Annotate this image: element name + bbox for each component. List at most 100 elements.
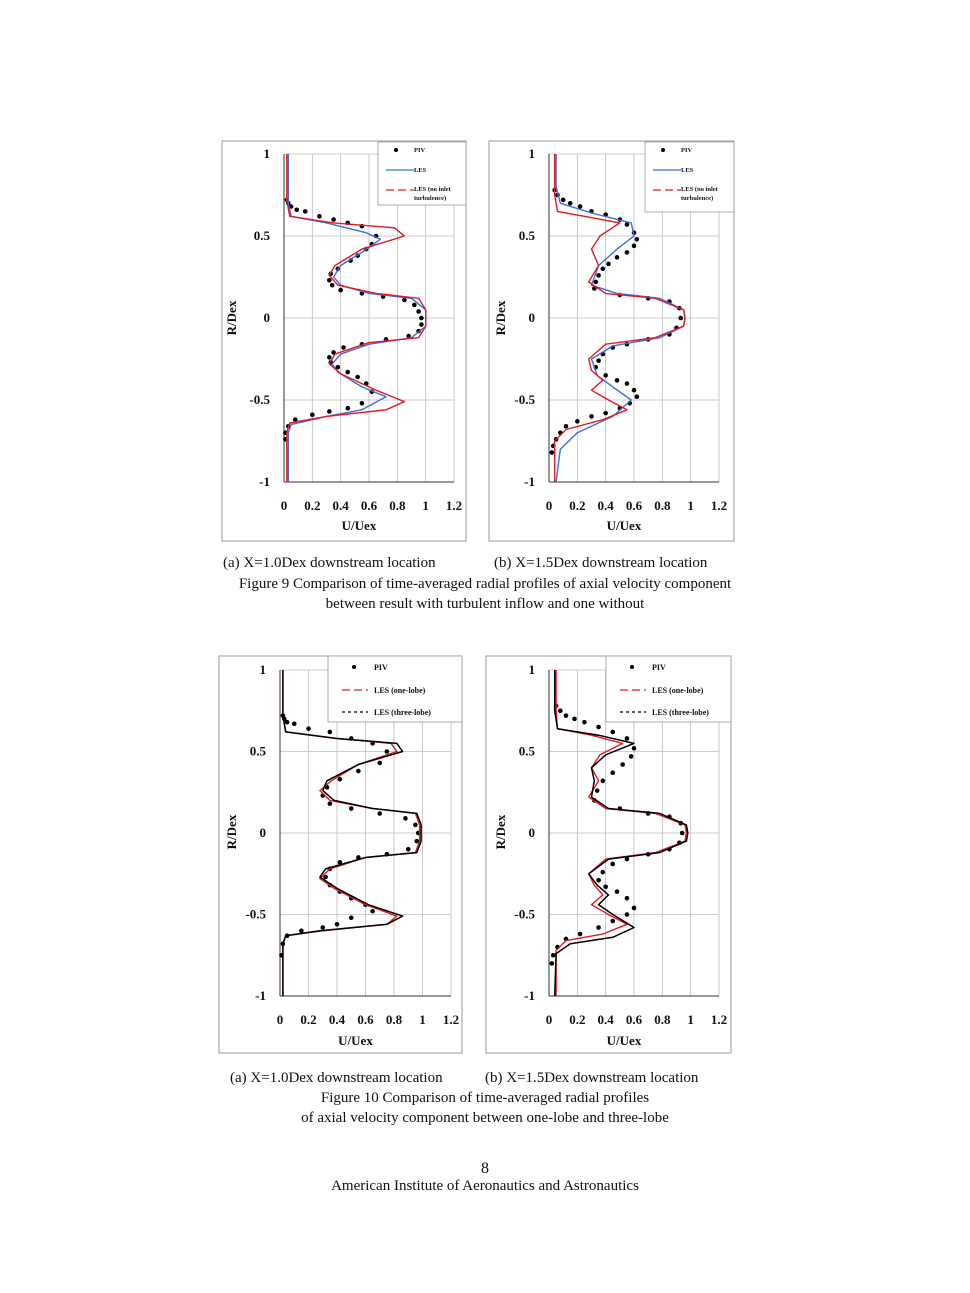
- piv-data-point: [291, 721, 297, 727]
- piv-data-point: [634, 394, 640, 400]
- piv-data-point: [412, 302, 417, 308]
- piv-data-point: [596, 358, 601, 363]
- piv-data-point: [416, 309, 421, 314]
- legend-piv-label: PIV: [681, 147, 693, 154]
- piv-data-point: [563, 423, 569, 429]
- piv-data-point: [294, 207, 300, 213]
- piv-data-point: [320, 925, 326, 930]
- piv-data-point: [614, 889, 620, 894]
- piv-data-point: [384, 749, 390, 754]
- piv-data-point: [335, 364, 341, 370]
- piv-data-point: [306, 726, 311, 731]
- piv-data-point: [572, 716, 577, 722]
- piv-data-point: [624, 895, 630, 901]
- x-tick-label: 0: [546, 1012, 553, 1027]
- piv-data-point: [317, 214, 322, 219]
- y-tick-label: 1: [264, 146, 271, 161]
- y-tick-label: -1: [524, 474, 535, 489]
- fig10-subcaption-a: (a) X=1.0Dex downstream location: [230, 1070, 443, 1086]
- y-tick-label: 0: [264, 310, 271, 325]
- piv-data-point: [596, 877, 601, 883]
- page-number: 8: [481, 1160, 489, 1177]
- piv-data-point: [558, 708, 563, 714]
- piv-data-point: [624, 222, 630, 227]
- legend-piv-symbol: [630, 665, 634, 669]
- x-tick-label: 1.2: [446, 498, 462, 513]
- y-tick-label: 0: [529, 825, 536, 840]
- piv-data-point: [603, 373, 608, 378]
- y-axis-label: R/Dex: [224, 814, 239, 849]
- x-tick-label: 0.2: [304, 498, 320, 513]
- legend-les-no-inlet-label: LES (no inlet: [414, 186, 452, 193]
- piv-data-point: [329, 282, 335, 288]
- piv-data-point: [624, 736, 630, 741]
- piv-data-point: [624, 250, 630, 255]
- piv-data-point: [603, 410, 608, 416]
- piv-data-point: [338, 287, 343, 293]
- piv-data-point: [549, 450, 555, 455]
- piv-data-point: [631, 745, 637, 751]
- piv-data-point: [377, 760, 383, 766]
- y-tick-label: 0.5: [519, 228, 536, 243]
- piv-data-point: [403, 816, 408, 821]
- piv-data-point: [596, 724, 601, 730]
- piv-data-point: [563, 713, 569, 718]
- y-tick-label: -0.5: [249, 392, 270, 407]
- piv-data-point: [560, 197, 566, 203]
- legend-box: [605, 655, 732, 723]
- piv-data-point: [419, 322, 424, 327]
- piv-data-point: [596, 925, 601, 930]
- piv-data-point: [550, 952, 556, 958]
- piv-data-point: [624, 856, 630, 862]
- piv-data-point: [596, 273, 601, 278]
- x-tick-label: 0.8: [654, 498, 671, 513]
- piv-data-point: [679, 830, 685, 836]
- legend-one-lobe-label: LES (one-lobe): [652, 686, 704, 695]
- x-tick-label: 0.6: [361, 498, 378, 513]
- piv-data-point: [327, 409, 332, 414]
- x-tick-label: 0.8: [654, 1012, 671, 1027]
- piv-data-point: [402, 297, 407, 303]
- x-tick-label: 1.2: [711, 1012, 727, 1027]
- piv-data-point: [348, 915, 354, 921]
- piv-data-point: [406, 333, 411, 339]
- piv-data-point: [678, 315, 684, 321]
- piv-data-point: [419, 315, 424, 321]
- piv-data-point: [620, 762, 625, 767]
- x-tick-label: 0.6: [626, 498, 643, 513]
- y-tick-label: 1: [529, 146, 536, 161]
- legend-box: [377, 141, 467, 206]
- x-tick-label: 1: [419, 1012, 426, 1027]
- piv-data-point: [370, 908, 375, 914]
- les-no-inlet-turbulence-line: [286, 154, 427, 482]
- fig9-caption-line2: between result with turbulent inflow and…: [325, 596, 645, 612]
- piv-data-point: [606, 261, 611, 267]
- y-tick-label: -0.5: [514, 392, 535, 407]
- piv-data-point: [631, 243, 637, 249]
- publisher-footer: American Institute of Aeronautics and As…: [331, 1178, 639, 1194]
- y-tick-label: 1: [260, 662, 267, 677]
- piv-data-point: [549, 961, 555, 966]
- legend-les-no-inlet-label: LES (no inlet: [681, 186, 719, 193]
- chart-fig9a: 0 0.2 0.4 0.6 0.8 1 1.2 1 0.5 0 -0.5 -1 U/Uex R/Dex PI…: [221, 140, 467, 542]
- piv-data-point: [348, 806, 354, 811]
- piv-data-point: [327, 729, 333, 735]
- x-tick-label: 0.4: [598, 1012, 615, 1027]
- piv-data-point: [593, 279, 599, 285]
- fig10-subcaption-b: (b) X=1.5Dex downstream location: [485, 1070, 699, 1086]
- y-tick-label: 0: [260, 825, 267, 840]
- fig9-caption-line1: Figure 9 Comparison of time-averaged rad…: [238, 576, 732, 592]
- piv-data-point: [345, 405, 351, 411]
- piv-data-point: [345, 369, 351, 375]
- y-tick-label: 1: [529, 662, 536, 677]
- legend-les-label: LES: [414, 167, 427, 174]
- y-tick-label: -0.5: [245, 907, 266, 922]
- y-tick-label: 0.5: [254, 228, 271, 243]
- x-axis-label: U/Uex: [607, 518, 642, 533]
- x-tick-label: 1.2: [443, 1012, 459, 1027]
- piv-data-point: [284, 719, 290, 725]
- piv-data-point: [603, 884, 608, 890]
- piv-data-point: [310, 412, 315, 418]
